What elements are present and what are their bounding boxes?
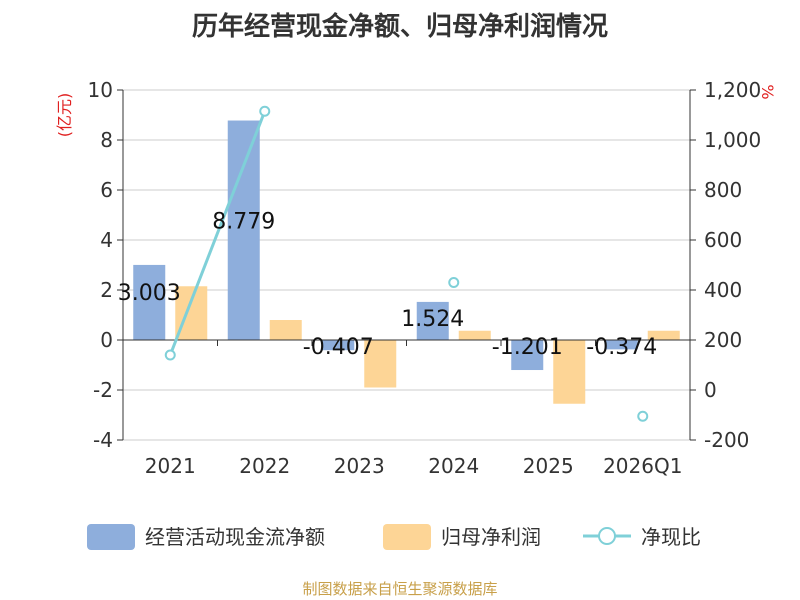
left-axis-tick-label: 6	[100, 178, 113, 202]
bar-cash-flow	[227, 120, 260, 341]
data-label-cash-flow: -0.407	[303, 335, 374, 360]
line-point-net-cash-ratio	[164, 349, 176, 361]
legend-swatch-marker	[598, 527, 616, 545]
right-axis-tick-label: 200	[704, 328, 742, 352]
legend-label-net-cash-ratio: 净现比	[641, 525, 701, 549]
right-axis-tick-label: 1,200	[704, 78, 761, 102]
bar-cash-flow	[133, 264, 166, 340]
left-axis-tick-label: -4	[93, 428, 113, 452]
x-axis-tick-label: 2024	[428, 454, 479, 478]
line-segment-net-cash-ratio	[168, 110, 267, 356]
legend-label-net-profit: 归母净利润	[441, 525, 541, 549]
left-axis-tick-label: 8	[100, 128, 113, 152]
right-axis-tick-label: 1,000	[704, 128, 761, 152]
left-axis-tick-label: 2	[100, 278, 113, 302]
legend-swatch-cash-flow	[87, 524, 135, 550]
bar-cash-flow	[416, 301, 449, 340]
line-point-net-cash-ratio	[259, 105, 271, 117]
line-layer	[164, 105, 649, 422]
data-label-cash-flow: 3.003	[118, 281, 181, 306]
legend-swatch-net-profit	[383, 524, 431, 550]
x-axis-tick-label: 2022	[239, 454, 290, 478]
axis-layer: -4 -2 0 2 4 6 8 10 -200 0 200 400 600 800 1,000 1,200 (亿…	[55, 78, 777, 478]
legend: 经营活动现金流净额 归母净利润 净现比	[87, 524, 701, 550]
legend-label-cash-flow: 经营活动现金流净额	[145, 525, 325, 549]
bar-layer	[133, 120, 680, 404]
bar-net-profit	[364, 340, 397, 388]
label-layer: 3.003 8.779 -0.407 1.524 -1.201 -0.374	[118, 210, 657, 360]
line-point-net-cash-ratio	[448, 277, 460, 288]
right-axis-tick-label: 600	[704, 228, 742, 252]
bar-net-profit	[269, 320, 302, 340]
right-axis-tick-label: 0	[704, 378, 717, 402]
x-axis-tick-label: 2025	[523, 454, 574, 478]
left-axis-tick-label: -2	[93, 378, 113, 402]
bar-net-profit	[458, 330, 491, 340]
left-axis-tick-label: 0	[100, 328, 113, 352]
chart-title: 历年经营现金净额、归母净利润情况	[191, 12, 608, 42]
bar-cash-flow	[322, 340, 355, 351]
right-axis-tick-label: 800	[704, 178, 742, 202]
grid-layer	[123, 89, 690, 441]
right-axis-tick-label: -200	[704, 428, 749, 452]
source-footer: 制图数据来自恒生聚源数据库	[302, 580, 498, 598]
right-axis-tick-label: 400	[704, 278, 742, 302]
data-label-cash-flow: 1.524	[401, 307, 464, 332]
data-label-cash-flow: -0.374	[586, 335, 657, 360]
data-label-cash-flow: -1.201	[492, 335, 563, 360]
right-axis-unit: %	[758, 84, 777, 99]
bar-cash-flow	[605, 340, 638, 350]
x-axis-tick-label: 2023	[334, 454, 385, 478]
x-axis-tick-label: 2026Q1	[603, 454, 682, 478]
bar-net-profit	[647, 330, 680, 340]
bar-cash-flow	[511, 340, 544, 371]
data-label-cash-flow: 8.779	[212, 210, 275, 235]
left-axis-tick-label: 4	[100, 228, 113, 252]
bar-net-profit	[553, 340, 586, 404]
x-axis-tick-label: 2021	[145, 454, 196, 478]
left-axis-tick-label: 10	[88, 78, 113, 102]
line-point-net-cash-ratio	[637, 410, 649, 422]
left-axis-unit: (亿元)	[55, 93, 74, 138]
